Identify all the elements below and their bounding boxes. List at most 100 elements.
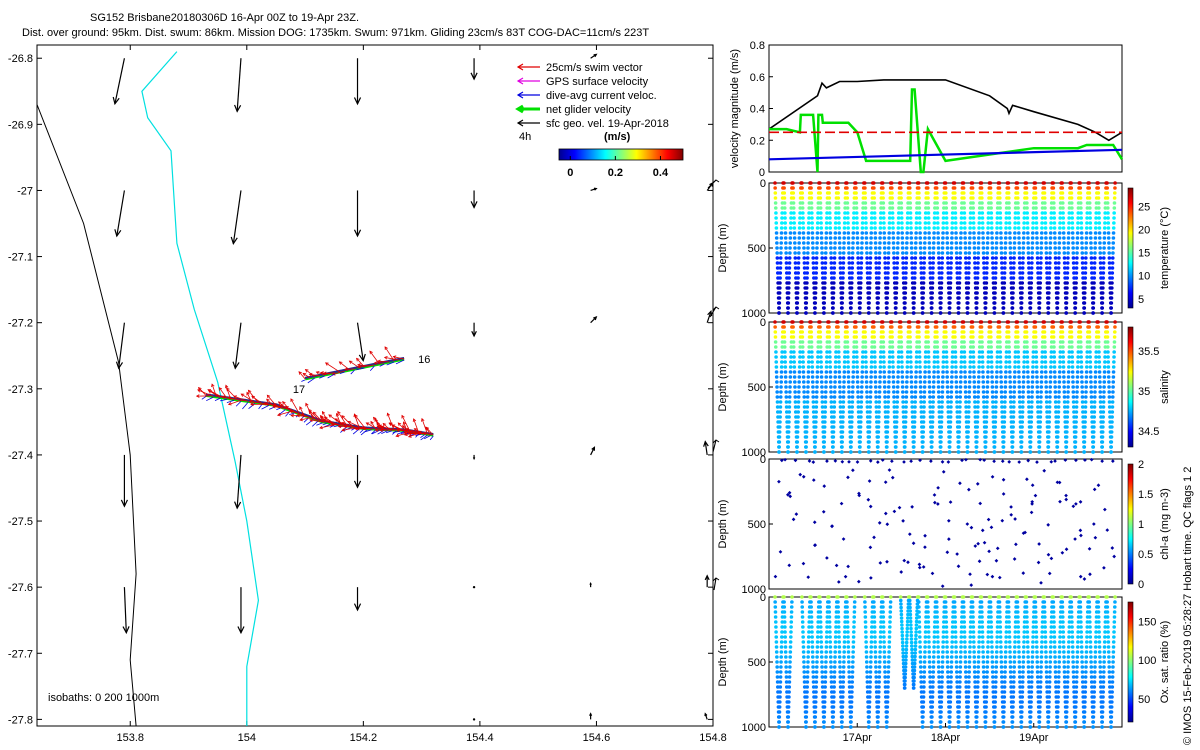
temp-sample <box>859 251 864 255</box>
sal-sample <box>910 410 915 414</box>
sal-sample <box>984 420 989 424</box>
temp-sample <box>820 266 825 270</box>
temp-sample <box>972 256 977 260</box>
temp-sample <box>1021 251 1025 255</box>
temp-sample <box>950 236 954 240</box>
swim-vector-head <box>413 428 418 432</box>
sal-sample <box>791 335 796 339</box>
sal-sample <box>903 420 908 424</box>
chl-a-sample <box>813 543 818 547</box>
temp-sample <box>1076 221 1080 225</box>
sal-sample <box>1079 370 1084 374</box>
temp-sample <box>793 256 798 260</box>
sal-sample <box>972 375 976 379</box>
temp-sample <box>1107 241 1111 245</box>
sal-sample <box>878 365 883 369</box>
sal-sample <box>901 395 905 399</box>
temp-sample <box>932 216 937 220</box>
sal-sample <box>1062 380 1066 384</box>
sal-sample <box>927 390 932 394</box>
temp-sample <box>945 226 949 230</box>
temp-sample <box>834 216 838 220</box>
temp-sample <box>858 311 862 315</box>
temp-sample <box>957 281 962 285</box>
temp-sample <box>1070 231 1075 235</box>
geo-arrow-head <box>358 353 366 363</box>
geo-arrow-shaft <box>704 441 708 456</box>
temp-sample <box>1097 221 1102 225</box>
swim-vector-head <box>373 361 378 365</box>
temp-sample <box>845 211 850 215</box>
sal-sample <box>810 380 815 384</box>
sal-depth-tick-label: 1000 <box>742 447 766 459</box>
oxy-sample <box>806 640 811 644</box>
temp-sample <box>820 261 825 265</box>
temp-sample <box>778 271 783 275</box>
temp-sample <box>837 221 841 225</box>
temp-sample <box>1034 231 1039 235</box>
swim-vector-head <box>226 387 230 392</box>
temp-sample <box>1080 251 1085 255</box>
temp-sample <box>954 231 958 235</box>
dive-avg-current-vector <box>279 409 286 415</box>
swim-vector <box>309 419 325 423</box>
temp-sample <box>824 246 828 250</box>
temp-sample <box>899 201 904 205</box>
oxy-sample <box>787 670 792 674</box>
swim-vector <box>299 417 311 421</box>
sal-sample <box>895 405 899 409</box>
sal-sample <box>1056 420 1060 424</box>
swim-vector-head <box>372 416 377 421</box>
temp-sample <box>1061 231 1066 235</box>
sal-sample <box>1097 350 1101 354</box>
temp-sample <box>949 246 954 250</box>
temp-sample <box>1112 196 1117 200</box>
sal-sample <box>841 390 846 394</box>
dive-avg-current-vector <box>396 431 405 435</box>
sal-sample <box>816 355 820 359</box>
sal-sample <box>860 360 865 364</box>
sal-sample <box>1057 390 1061 394</box>
sal-sample <box>1080 380 1084 384</box>
temp-sample <box>868 271 872 275</box>
sal-sample <box>955 410 960 414</box>
sal-sample <box>831 450 835 454</box>
chl-a-sample <box>1025 477 1029 482</box>
temp-sample <box>886 266 890 270</box>
sal-sample <box>833 365 838 369</box>
temp-sample <box>867 306 871 310</box>
sal-sample <box>1025 340 1029 344</box>
temp-sample <box>1082 311 1086 315</box>
swim-vector <box>387 413 395 431</box>
temp-sample <box>867 301 871 305</box>
sal-sample <box>1055 440 1060 444</box>
oxy-sample <box>778 685 783 689</box>
chl-a-sample <box>1105 528 1110 532</box>
temp-sample <box>1019 301 1024 305</box>
sal-sample <box>824 380 828 384</box>
temp-sample <box>832 251 837 255</box>
sal-sample <box>1100 445 1105 449</box>
temp-sample <box>828 236 833 240</box>
temp-sample <box>914 241 918 245</box>
colorbar-label: (m/s) <box>604 131 631 143</box>
sal-sample <box>1002 410 1007 414</box>
swim-vector-head <box>370 420 374 425</box>
temp-sample <box>1055 311 1060 315</box>
sal-sample <box>1073 435 1078 439</box>
temp-sample <box>1101 261 1106 265</box>
temp-sample <box>990 231 994 235</box>
temp-sample <box>819 236 824 240</box>
sal-sample <box>872 325 876 329</box>
temp-sample <box>1007 216 1012 220</box>
temp-sample <box>1016 221 1021 225</box>
temp-sample <box>963 246 968 250</box>
temp-sample <box>998 221 1003 225</box>
temp-sample <box>801 226 806 230</box>
sal-sample <box>1038 410 1043 414</box>
temp-sample <box>796 276 800 280</box>
sal-sample <box>1052 365 1057 369</box>
temp-sample <box>1011 276 1016 280</box>
swim-vector <box>298 371 306 380</box>
sal-sample <box>774 350 778 354</box>
